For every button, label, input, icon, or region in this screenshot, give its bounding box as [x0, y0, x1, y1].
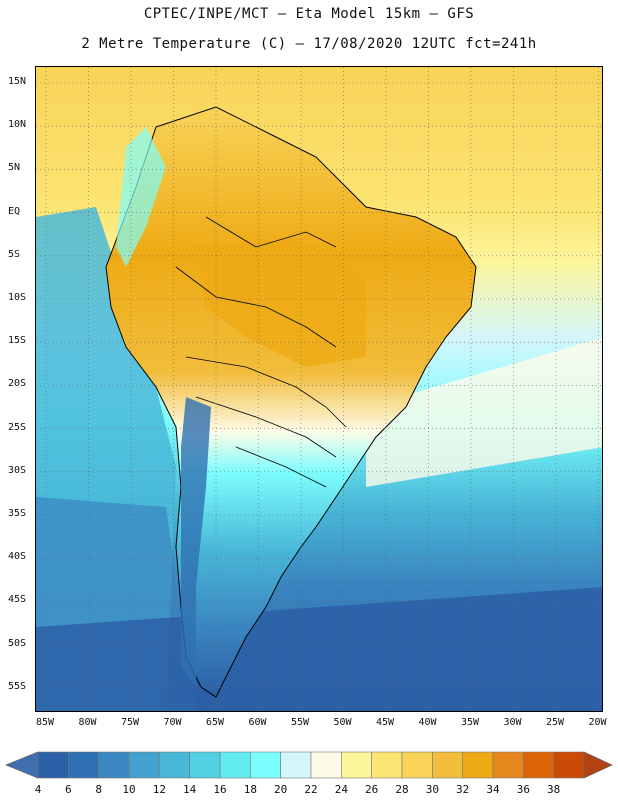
lat-label: 15S — [8, 335, 27, 347]
south-atlantic-cold — [36, 587, 602, 711]
colorbar-cell — [159, 751, 190, 779]
lon-label: 40W — [418, 717, 437, 728]
colorbar-tick-label: 20 — [274, 783, 288, 796]
colorbar-cell — [371, 751, 403, 779]
lon-label: 65W — [205, 717, 225, 728]
lon-label: 55W — [290, 717, 310, 728]
colorbar-tick-label: 18 — [243, 783, 257, 796]
lat-label: 10N — [8, 119, 27, 131]
chart-subtitle: 2 Metre Temperature (C) – 17/08/2020 12U… — [81, 36, 537, 52]
colorbar-cell — [310, 751, 342, 779]
lat-label: 30S — [8, 464, 27, 476]
colorbar-cell — [523, 751, 554, 779]
lon-label: 20W — [588, 717, 607, 728]
colorbar-cell — [462, 751, 494, 779]
colorbar-tick-label: 16 — [213, 783, 227, 796]
lon-label: 45W — [375, 717, 395, 728]
colorbar-tick-label: 12 — [152, 783, 166, 796]
lat-label: 50S — [8, 637, 27, 649]
lat-label: 5N — [8, 162, 21, 174]
colorbar-tick-label: 24 — [334, 783, 348, 796]
colorbar-cell — [432, 751, 463, 779]
colorbar — [4, 751, 613, 779]
temperature-map[interactable] — [35, 66, 603, 712]
colorbar-cell — [401, 751, 433, 779]
colorbar-tick-label: 34 — [486, 783, 500, 796]
lon-label: 70W — [163, 717, 182, 728]
colorbar-tick-label: 32 — [456, 783, 470, 796]
lat-label: 25S — [8, 421, 27, 433]
andes-cold-strip — [116, 127, 166, 267]
colorbar-tick-label: 22 — [304, 783, 318, 796]
lat-label: 55S — [8, 680, 27, 692]
lat-lon-grid — [36, 67, 602, 711]
colorbar-tick-label: 6 — [65, 783, 72, 796]
colorbar-tick-label: 36 — [516, 783, 530, 796]
colorbar-tick-label: 4 — [34, 783, 42, 796]
lat-label: 40S — [8, 551, 27, 563]
lat-label: 35S — [8, 508, 27, 519]
chart-title: CPTEC/INPE/MCT – Eta Model 15km – GFS — [143, 6, 475, 22]
colorbar-tick-label: 38 — [547, 783, 561, 796]
atlantic-warm-band — [366, 337, 602, 487]
lon-label: 80W — [78, 717, 97, 728]
lat-label: 5S — [8, 248, 21, 260]
colorbar-tick-label: 30 — [425, 783, 439, 796]
colorbar-tick-label: 14 — [183, 783, 197, 796]
colorbar-cell — [250, 751, 281, 779]
colorbar-tick-label: 26 — [365, 783, 379, 796]
colorbar-cell — [280, 751, 312, 779]
colorbar-cell — [37, 751, 69, 779]
lon-label: 85W — [35, 717, 55, 728]
lon-label: 35W — [460, 717, 480, 728]
lat-label: 15N — [8, 76, 27, 87]
lat-label: EQ — [8, 205, 21, 217]
lat-label: 20S — [8, 378, 27, 390]
lon-label: 75W — [120, 717, 140, 728]
colorbar-cell — [128, 751, 160, 779]
lat-label: 45S — [8, 594, 27, 606]
colorbar-tick-label: 28 — [395, 783, 409, 796]
colorbar-tick-label: 10 — [122, 783, 136, 796]
colorbar-cell — [68, 751, 99, 779]
lon-label: 50W — [333, 717, 352, 728]
colorbar-tick-label: 8 — [95, 783, 102, 796]
map-canvas — [36, 67, 602, 711]
lat-label: 10S — [8, 292, 27, 303]
colorbar-cell — [189, 751, 221, 779]
lon-label: 25W — [545, 717, 565, 728]
colorbar-high-arrow — [583, 751, 613, 779]
amazon-hot-core — [196, 237, 366, 367]
lon-label: 60W — [248, 717, 267, 728]
colorbar-cell — [98, 751, 130, 779]
lon-label: 30W — [503, 717, 522, 728]
country-borders — [175, 216, 347, 488]
andes-south — [181, 397, 211, 687]
colorbar-cell — [553, 751, 585, 779]
colorbar-cell — [219, 751, 251, 779]
colorbar-cell — [492, 751, 524, 779]
colorbar-low-arrow — [4, 751, 39, 779]
colorbar-cell — [341, 751, 372, 779]
